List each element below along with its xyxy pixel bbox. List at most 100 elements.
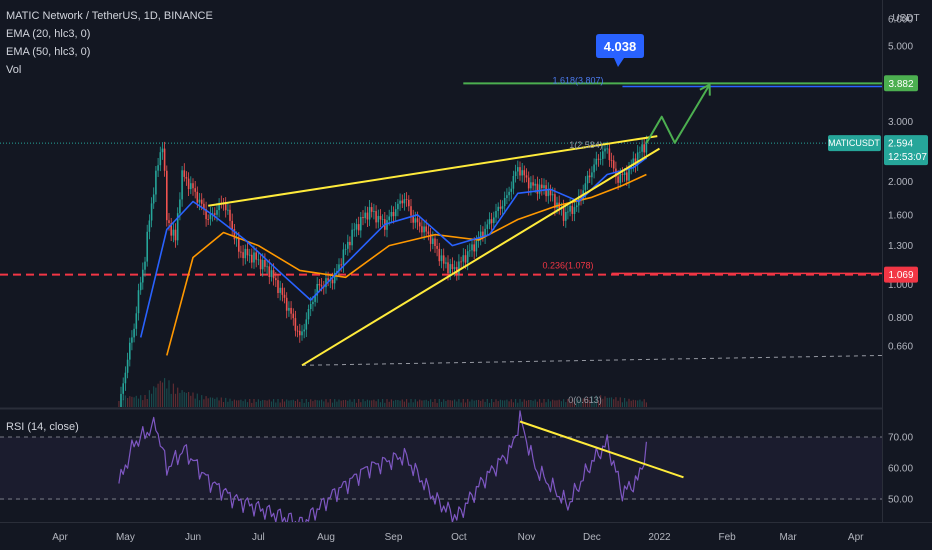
volume-bar [336, 401, 338, 407]
volume-bar [242, 401, 244, 407]
rsi-axis[interactable]: 70.00 60.00 50.00 [888, 433, 913, 506]
volume-bar [637, 400, 639, 407]
time-tick-label: Apr [52, 532, 68, 543]
volume-bar [229, 398, 231, 407]
candle-body [541, 184, 543, 189]
candle-body [547, 189, 550, 197]
volume-bar [406, 399, 408, 407]
candle-body [259, 259, 262, 270]
volume-bar [318, 400, 320, 407]
candle-body [370, 207, 373, 212]
time-tick-label: Jul [252, 532, 265, 543]
time-axis[interactable]: Apr May Jun Jul Aug Sep Oct Nov Dec 2022 Feb Mar Apr [52, 532, 864, 543]
indicator-ema20[interactable]: EMA (20, hlc3, 0) [6, 28, 90, 40]
volume-bar [423, 400, 425, 407]
volume-bar [556, 400, 558, 407]
volume-bar [608, 397, 610, 407]
candle-body [639, 151, 641, 153]
volume-bar [246, 402, 249, 407]
drawings[interactable] [208, 83, 711, 367]
volume-bar [488, 402, 491, 407]
target-callout[interactable]: 4.038 [596, 34, 644, 67]
candle-body [261, 260, 264, 270]
volume-bar [262, 399, 264, 407]
candle-body [368, 207, 371, 220]
candle-body [342, 249, 345, 266]
volume-bar [528, 400, 530, 407]
candles [120, 135, 648, 407]
volume-bar [443, 399, 445, 407]
candle-body [331, 280, 334, 284]
volume-bar [501, 400, 504, 407]
volume-bar [137, 398, 140, 407]
candle-body [174, 229, 177, 241]
candle-body [479, 231, 482, 238]
candle-body [257, 259, 260, 261]
volume-bar [268, 399, 270, 407]
volume-bar [602, 398, 604, 407]
candle-body [347, 241, 349, 249]
candle-body [137, 290, 140, 314]
time-tick-label: Feb [718, 532, 736, 543]
volume-bar [530, 400, 532, 407]
candle-body [379, 216, 382, 220]
volume-bar [164, 378, 166, 407]
candle-body [360, 217, 362, 231]
candle-body [565, 212, 567, 221]
volume-bar [353, 399, 355, 407]
candle-body [619, 174, 622, 183]
volume-bar [327, 402, 329, 407]
volume-bar [512, 402, 514, 407]
wedge-upper-line[interactable] [208, 135, 658, 207]
candle-body [521, 170, 523, 176]
symbol-title[interactable]: MATIC Network / TetherUS, 1D, BINANCE [6, 10, 213, 22]
candle-body [458, 261, 460, 275]
indicator-ema50[interactable]: EMA (50, hlc3, 0) [6, 46, 90, 58]
projection-arrowhead[interactable] [699, 83, 711, 96]
rsi-pane[interactable] [0, 410, 882, 530]
candle-body [179, 199, 181, 214]
candle-body [129, 342, 131, 360]
volume-bar [471, 399, 473, 407]
price-tick-label: 0.660 [888, 342, 913, 353]
candle-body [198, 199, 201, 203]
candle-body [124, 372, 127, 384]
candle-body [309, 304, 312, 309]
wedge-lower-line[interactable] [301, 147, 661, 367]
candle-body [460, 261, 462, 263]
volume-bar [610, 397, 613, 407]
rsi-title[interactable]: RSI (14, close) [6, 421, 79, 433]
volume-bar [207, 398, 209, 407]
indicator-volume[interactable]: Vol [6, 64, 21, 76]
candle-body [588, 175, 591, 178]
volume-bar [331, 402, 334, 407]
volume-bar [412, 402, 414, 407]
rsi-band [0, 437, 882, 500]
support-price-text: 1.069 [888, 270, 913, 281]
symbol-badge-text: MATICUSDT [828, 138, 880, 148]
candle-body [320, 285, 323, 287]
candle-body [307, 309, 310, 320]
volume-bar [563, 399, 565, 407]
candle-body [327, 278, 329, 281]
volume-bar [270, 401, 273, 407]
volume-bar [491, 399, 493, 407]
projection-path[interactable] [645, 84, 711, 144]
rsi-trendline[interactable] [519, 420, 684, 479]
candle-body [305, 319, 308, 330]
volume-bar [159, 380, 161, 407]
candle-body [429, 233, 432, 244]
volume-bar [253, 399, 255, 407]
candle-body [471, 244, 473, 251]
volume-bar [499, 399, 501, 407]
volume-bar [634, 400, 637, 407]
price-badges: 3.882 MATICUSDT 2.594 12:53:07 1.069 [828, 75, 928, 283]
volume-bar [578, 399, 580, 407]
candle-body [144, 261, 146, 270]
price-pane[interactable] [0, 82, 886, 420]
candle-body [597, 158, 600, 160]
candle-body [602, 151, 604, 159]
volume-bar [600, 395, 602, 407]
price-tick-label: 5.000 [888, 41, 913, 52]
